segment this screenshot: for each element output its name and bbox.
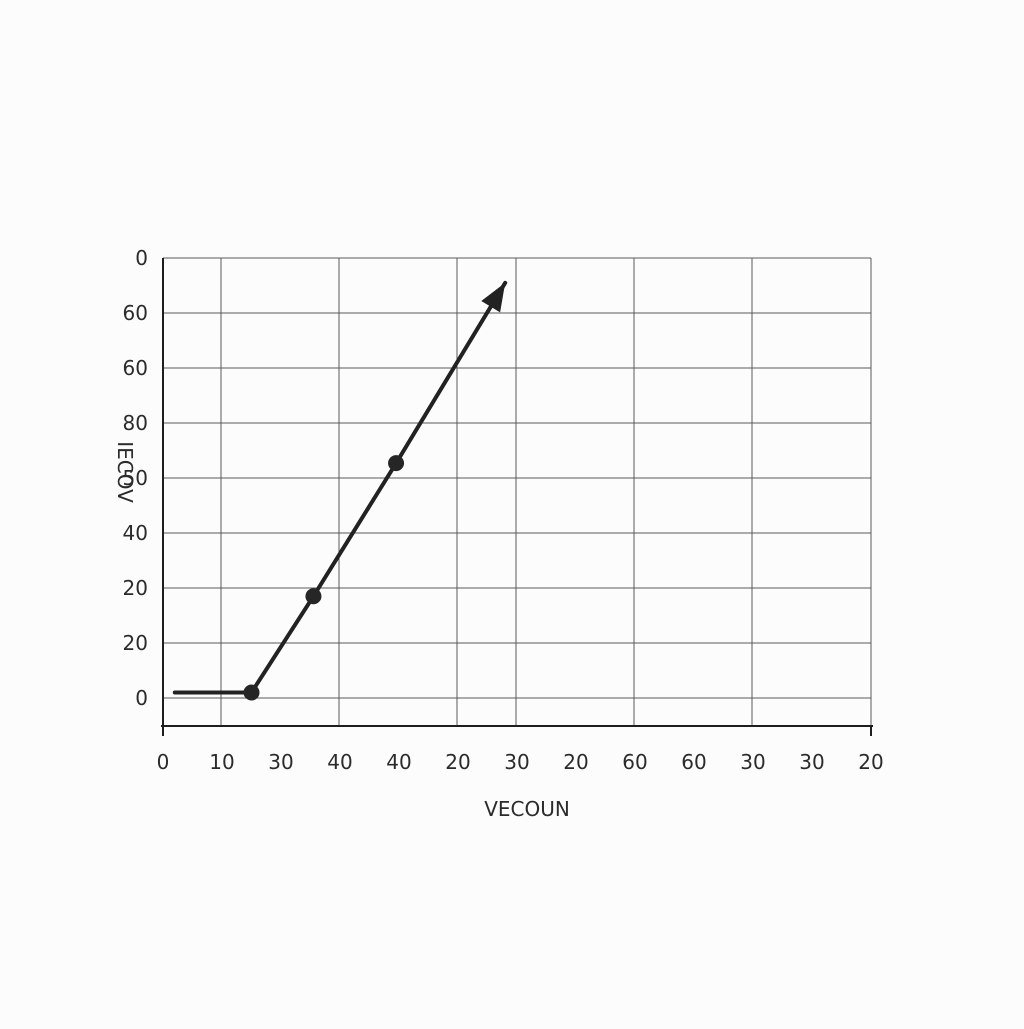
- x-tick-label: 0: [157, 750, 170, 774]
- data-point: [305, 588, 322, 605]
- tick-labels: 0 10 30 40 40 20 30 20 60 60 30 30 20 0 20 20 40 50 80 60 60…: [123, 246, 884, 774]
- y-tick-label: 0: [135, 246, 148, 270]
- series-line: [172, 280, 508, 695]
- y-tick-label: 20: [123, 631, 148, 655]
- x-tick-label: 30: [504, 750, 529, 774]
- arrowhead: [481, 282, 506, 313]
- x-tick-label: 20: [563, 750, 588, 774]
- x-tick-label: 10: [209, 750, 234, 774]
- y-tick-label: 50: [123, 466, 148, 490]
- y-tick-label: 60: [123, 301, 148, 325]
- y-tick-label: 60: [123, 356, 148, 380]
- data-point: [388, 455, 405, 472]
- x-tick-label: 30: [740, 750, 765, 774]
- y-axis-title: IECOV: [113, 441, 137, 503]
- data-point: [243, 684, 260, 701]
- x-tick-label: 60: [622, 750, 647, 774]
- x-tick-label: 40: [327, 750, 352, 774]
- x-tick-label: 60: [681, 750, 706, 774]
- x-tick-label: 30: [799, 750, 824, 774]
- series: [172, 280, 508, 701]
- x-axis-title: VECOUN: [484, 797, 570, 821]
- axes: [161, 258, 873, 736]
- y-tick-label: 20: [123, 576, 148, 600]
- x-tick-label: 20: [858, 750, 883, 774]
- x-tick-label: 20: [445, 750, 470, 774]
- y-tick-label: 0: [135, 686, 148, 710]
- x-tick-label: 30: [268, 750, 293, 774]
- y-tick-label: 40: [123, 521, 148, 545]
- y-tick-label: 80: [123, 411, 148, 435]
- grid: [162, 257, 872, 726]
- x-tick-label: 40: [386, 750, 411, 774]
